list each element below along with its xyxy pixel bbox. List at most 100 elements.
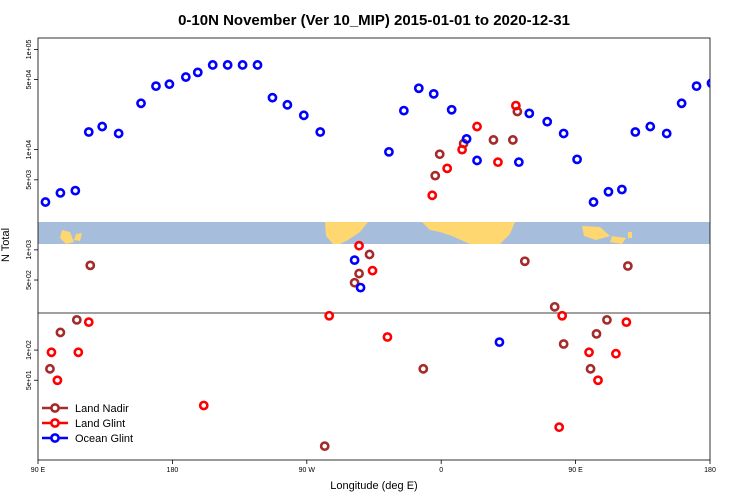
land-glint-point: [457, 144, 468, 155]
land-nadir-point: [602, 315, 612, 325]
land-nadir-point: [591, 328, 602, 339]
land-glint-point: [73, 347, 84, 358]
ocean-glint-point: [164, 79, 175, 90]
land-nadir-point: [55, 327, 66, 338]
land-glint-point: [593, 375, 603, 386]
map-land: [325, 222, 368, 244]
ocean-glint-point: [40, 197, 51, 207]
plot-border: [37, 37, 711, 461]
land-glint-point: [324, 310, 335, 321]
x-tick-label: 90 E: [568, 467, 583, 474]
y-tick-label: 1e+02: [26, 340, 33, 360]
land-glint-point: [557, 310, 568, 321]
ocean-glint-point: [83, 127, 94, 137]
map-land: [60, 230, 74, 244]
map-land: [582, 226, 610, 240]
ocean-glint-point: [513, 157, 524, 168]
ocean-glint-point: [691, 81, 702, 92]
ocean-glint-point: [207, 60, 218, 70]
map-land: [610, 236, 626, 244]
land-nadir-point: [507, 135, 518, 145]
land-glint-point: [427, 190, 438, 201]
ocean-glint-point: [384, 146, 394, 157]
land-glint-point: [493, 157, 503, 168]
axis-frame: [37, 37, 711, 461]
ocean-glint-point: [706, 78, 710, 88]
ocean-glint-point: [97, 121, 108, 132]
map-ocean: [38, 222, 710, 244]
ocean-glint-point: [558, 128, 569, 139]
legend-marker-land-nadir: [50, 403, 60, 413]
y-tick-label: 5e+02: [26, 270, 33, 290]
legend-label-ocean-glint: Ocean Glint: [75, 433, 133, 445]
x-tick-label: 0: [439, 467, 443, 474]
ocean-glint-point: [180, 72, 191, 82]
ocean-glint-point: [630, 127, 641, 137]
land-glint-point: [472, 121, 482, 132]
land-nadir-point: [45, 363, 55, 374]
ocean-glint-point: [355, 282, 366, 293]
ocean-glint-point: [136, 98, 146, 109]
data-points: [40, 60, 710, 452]
land-glint-point: [46, 347, 57, 358]
land-nadir-point: [354, 268, 364, 279]
legend-marker-land-glint: [50, 418, 60, 428]
map-land: [422, 222, 515, 244]
y-tick-label: 5e+01: [26, 370, 33, 390]
land-nadir-point: [622, 261, 633, 271]
land-glint-point: [367, 265, 378, 276]
ocean-glint-point: [616, 184, 627, 195]
legend-label-land-nadir: Land Nadir: [75, 403, 129, 415]
ocean-glint-point: [70, 185, 81, 196]
land-nadir-point: [85, 260, 96, 271]
land-nadir-point: [549, 301, 560, 312]
land-nadir-point: [585, 363, 596, 374]
land-glint-point: [554, 422, 565, 433]
ocean-glint-point: [282, 99, 293, 110]
ocean-glint-point: [676, 98, 687, 109]
y-tick-label: 5e+03: [26, 170, 33, 190]
x-tick-labels: 90 E 180 90 W 0 90 E 180: [31, 460, 716, 474]
ocean-glint-point: [494, 337, 505, 348]
y-axis-label: N Total: [0, 228, 12, 262]
ocean-glint-point: [645, 121, 656, 132]
land-glint-point: [83, 317, 94, 328]
land-nadir-point: [488, 135, 499, 145]
ocean-glint-point: [151, 81, 161, 92]
ocean-glint-point: [603, 186, 614, 197]
ocean-glint-point: [588, 197, 599, 207]
legend-marker-ocean-glint: [50, 433, 60, 443]
ocean-glint-point: [661, 128, 672, 139]
legend-label-land-glint: Land Glint: [75, 418, 125, 430]
land-glint-point: [198, 400, 209, 411]
x-tick-label: 180: [704, 467, 716, 474]
land-nadir-point: [349, 277, 360, 288]
land-glint-point: [621, 317, 632, 328]
ocean-glint-point: [315, 127, 326, 137]
y-tick-label: 1e+03: [26, 240, 33, 260]
land-nadir-point: [558, 339, 569, 349]
ocean-glint-point: [446, 104, 457, 115]
land-glint-point: [442, 163, 453, 174]
land-glint-point: [354, 240, 364, 251]
land-nadir-point: [71, 315, 82, 325]
y-tick-label: 1e+05: [26, 39, 33, 59]
ocean-glint-point: [237, 60, 248, 70]
y-tick-label: 5e+04: [26, 70, 33, 90]
ocean-glint-point: [398, 105, 409, 116]
ocean-glint-point: [113, 128, 124, 139]
x-tick-label: 180: [167, 467, 179, 474]
land-glint-point: [510, 100, 521, 111]
ocean-glint-point: [298, 110, 309, 121]
legend: Land Nadir Land Glint Ocean Glint: [42, 403, 133, 445]
land-nadir-point: [430, 170, 441, 181]
land-nadir-point: [418, 363, 429, 374]
ocean-glint-point: [572, 154, 582, 165]
y-tick-label: 1e+04: [26, 140, 33, 160]
ocean-glint-point: [55, 188, 66, 198]
x-tick-label: 90 E: [31, 467, 46, 474]
ocean-glint-point: [267, 92, 278, 103]
map-land: [74, 233, 82, 241]
land-glint-point: [382, 332, 393, 342]
